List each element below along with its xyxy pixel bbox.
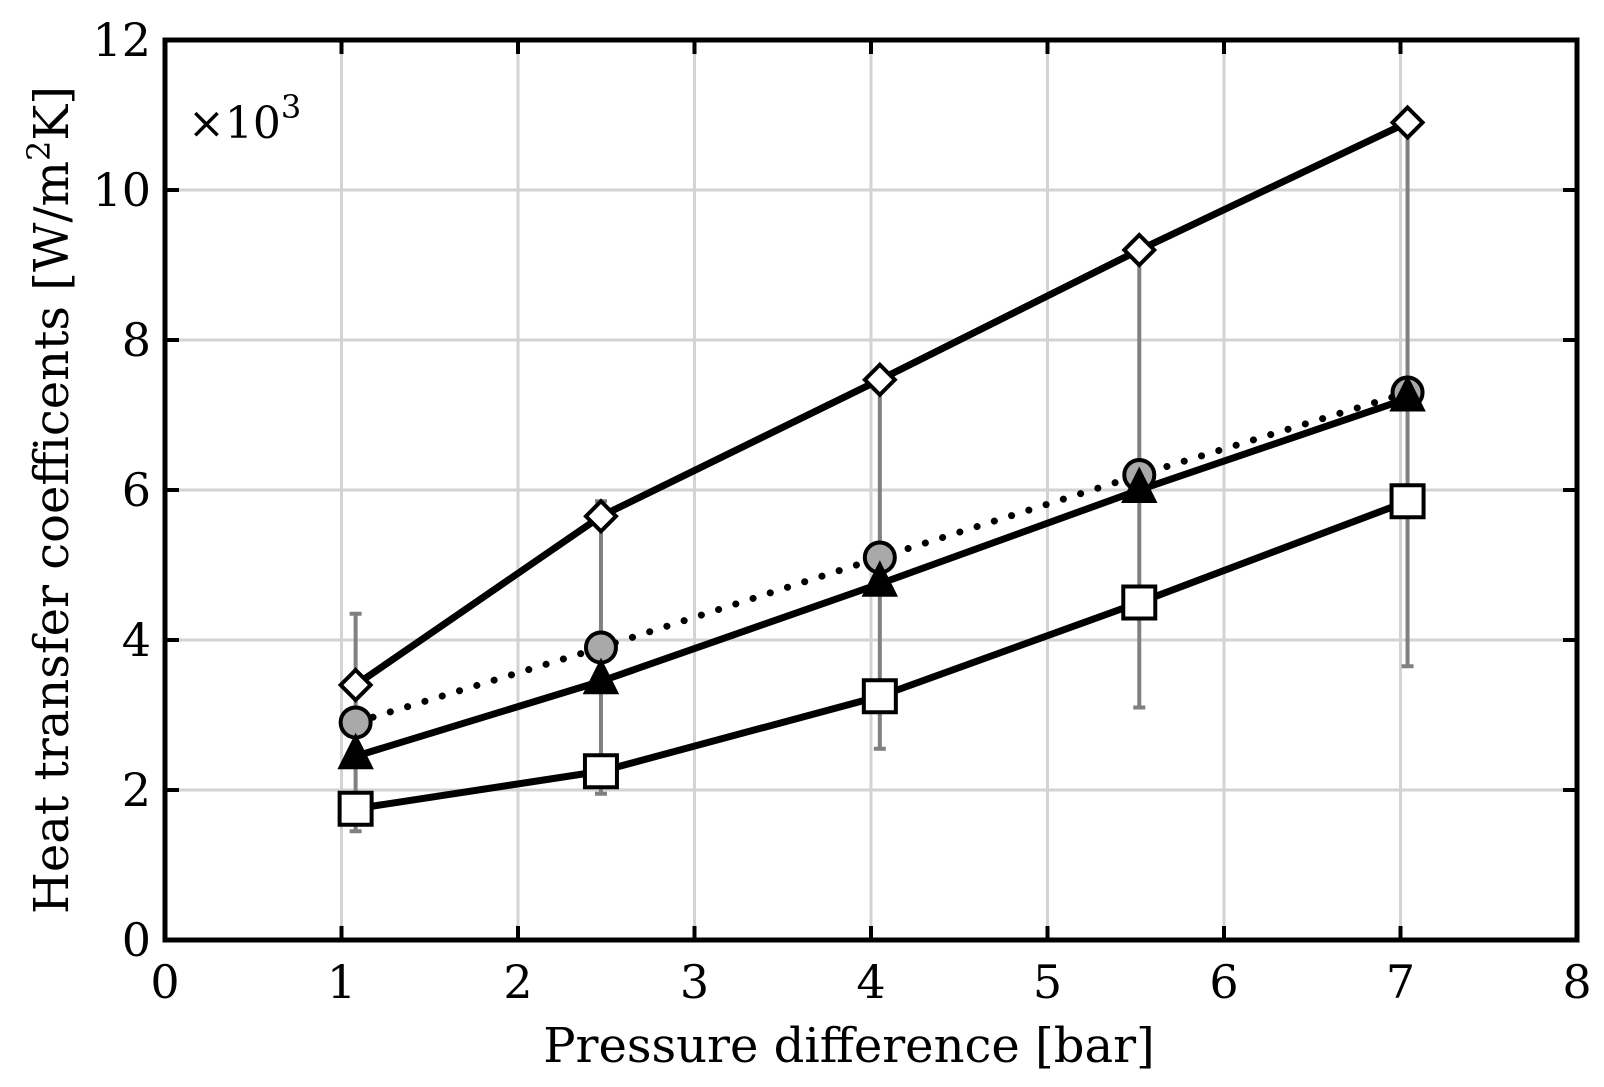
marker-triangle <box>1389 375 1426 412</box>
x-axis-title: Pressure difference [bar] <box>543 1018 1155 1074</box>
y-multiplier: ×103 <box>188 88 301 149</box>
marker-triangle <box>582 657 620 695</box>
y-axis-title-main: Heat transfer coefficents [W/m <box>24 161 80 914</box>
y-axis-title-sup: 2 <box>20 141 58 161</box>
y-axis-title-tail: K] <box>24 86 80 141</box>
x-tick-label: 7 <box>1386 955 1415 1009</box>
x-tick-label: 1 <box>327 955 356 1009</box>
marker-triangle <box>861 560 899 597</box>
y-tick-label: 4 <box>122 613 151 667</box>
marker-square <box>1389 483 1426 520</box>
x-tick-label: 5 <box>1033 955 1062 1009</box>
x-tick-labels: 0 1 2 3 4 5 6 7 8 <box>150 955 1591 1009</box>
marker-triangle <box>337 732 374 770</box>
grid <box>165 40 1577 940</box>
marker-diamond <box>583 498 619 535</box>
marker-diamond <box>1121 232 1158 268</box>
x-tick-label: 8 <box>1562 955 1591 1009</box>
marker-triangle <box>1121 466 1158 503</box>
marker-square <box>1121 584 1158 621</box>
y-multiplier-base: ×10 <box>188 98 281 149</box>
x-tick-label: 3 <box>680 955 709 1009</box>
marker-square <box>337 790 374 827</box>
y-tick-label: 10 <box>92 163 151 217</box>
marker-diamond <box>861 361 898 398</box>
marker-square <box>861 678 898 715</box>
x-tick-label: 6 <box>1209 955 1238 1009</box>
y-tick-label: 2 <box>122 763 151 817</box>
x-tick-label: 0 <box>150 955 179 1009</box>
series-markers <box>337 104 1426 827</box>
marker-diamond <box>1389 104 1426 141</box>
error-bars <box>349 120 1414 834</box>
y-tick-labels: 0 2 4 6 8 10 12 <box>92 13 151 967</box>
x-tick-label: 2 <box>503 955 532 1009</box>
y-axis-title: Heat transfer coefficents [W/m2K] <box>20 86 80 914</box>
y-multiplier-exp: 3 <box>281 88 301 126</box>
axis-ticks <box>163 38 1579 942</box>
x-tick-label: 4 <box>856 955 885 1009</box>
y-tick-label: 0 <box>122 913 151 967</box>
y-tick-label: 8 <box>122 313 151 367</box>
y-tick-label: 12 <box>92 13 151 67</box>
y-tick-label: 6 <box>122 463 151 517</box>
marker-diamond <box>337 667 374 703</box>
marker-square <box>582 753 619 790</box>
